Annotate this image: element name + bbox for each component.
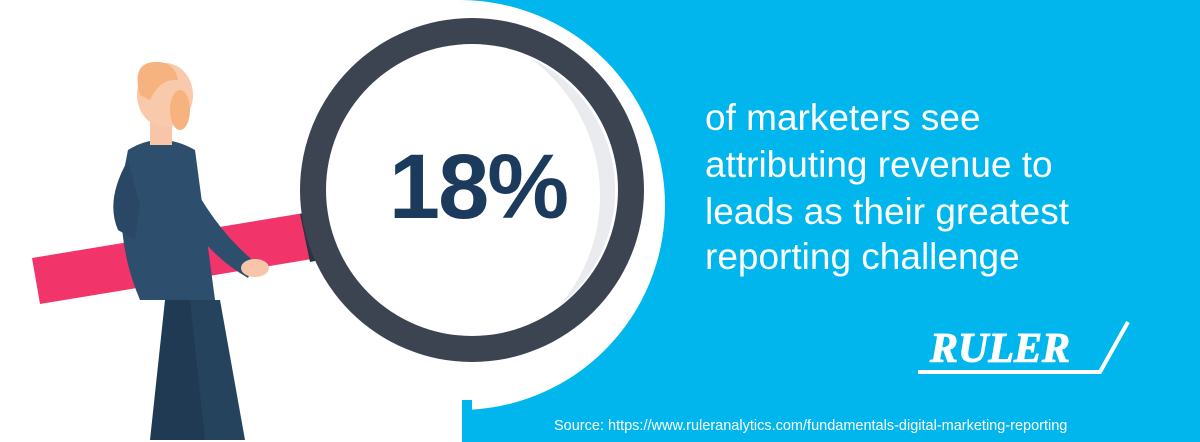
logo-underline <box>918 321 1130 374</box>
statement: of marketers see attributing revenue to … <box>705 97 1070 277</box>
stat: 18% <box>389 136 567 238</box>
statement-line: leads as their greatest <box>705 191 1070 232</box>
blue-panel-edge <box>462 400 472 442</box>
statement-line: of marketers see <box>705 97 981 138</box>
statement-line: attributing revenue to <box>705 144 1053 185</box>
logo: RULER <box>918 321 1130 374</box>
magnifier-lens <box>300 18 644 362</box>
source: Source: https://www.ruleranalytics.com/f… <box>554 418 1067 434</box>
logo-text: RULER <box>929 326 1070 372</box>
woman-figure <box>113 61 269 440</box>
statement-line: reporting challenge <box>705 236 1020 277</box>
